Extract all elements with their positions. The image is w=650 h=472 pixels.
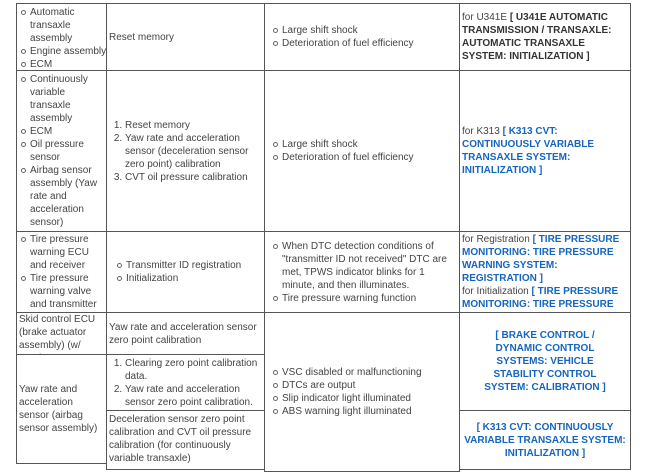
- row2-effects: Large shift shock Deterioration of fuel …: [264, 70, 460, 232]
- row1-reference: for U341E [ U341E AUTOMATIC TRANSMISSION…: [459, 3, 631, 71]
- effect-item: DTCs are output: [271, 379, 422, 392]
- procedure-text: Reset memory: [109, 31, 175, 43]
- effect-item: When DTC detection conditions of "transm…: [271, 240, 457, 292]
- row4-component-skid-ecu: Skid control ECU (brake actuator assembl…: [16, 312, 107, 355]
- component-item: Tire pressure warning ECU and receiver: [19, 233, 104, 272]
- effect-item: VSC disabled or malfunctioning: [271, 366, 422, 379]
- row4-effects: VSC disabled or malfunctioning DTCs are …: [264, 312, 460, 472]
- row4-procedure-a: Yaw rate and acceleration sensor zero po…: [106, 312, 265, 355]
- row3-components: Tire pressure warning ECU and receiver T…: [16, 231, 107, 313]
- ref-prefix: for U341E: [462, 12, 508, 23]
- ref-link-cvt-initialization[interactable]: [ K313 CVT: CONTINUOUSLY VARIABLE TRANSA…: [464, 421, 626, 459]
- row4-procedure-c: Deceleration sensor zero point calibrati…: [106, 410, 265, 470]
- effect-item: Large shift shock: [271, 138, 414, 151]
- effect-item: Tire pressure warning function: [271, 292, 457, 305]
- row2-procedure: Reset memory Yaw rate and acceleration s…: [106, 70, 265, 232]
- ref-link[interactable]: [ K313 CVT: CONTINUOUSLY VARIABLE TRANSA…: [462, 126, 595, 176]
- row3-procedures: Transmitter ID registration Initializati…: [106, 231, 265, 313]
- component-item: Continuously variable transaxle assembly: [19, 73, 104, 125]
- effect-item: Large shift shock: [271, 24, 414, 37]
- row4-reference-a: [ BRAKE CONTROL / DYNAMIC CONTROL SYSTEM…: [459, 312, 631, 411]
- procedure-text: Deceleration sensor zero point calibrati…: [109, 414, 252, 464]
- ref-link[interactable]: [ U341E AUTOMATIC TRANSMISSION / TRANSAX…: [462, 12, 612, 62]
- ref-prefix: for Registration: [462, 234, 530, 245]
- component-item: Automatic transaxle assembly: [19, 6, 106, 45]
- component-item: ECM: [19, 125, 104, 138]
- row2-reference: for K313 [ K313 CVT: CONTINUOUSLY VARIAB…: [459, 70, 631, 232]
- effect-item: Deterioration of fuel efficiency: [271, 37, 414, 50]
- ref-prefix: for Initialization: [462, 286, 529, 297]
- row1-effects: Large shift shock Deterioration of fuel …: [264, 3, 460, 71]
- component-item: Engine assembly: [19, 45, 106, 58]
- procedure-step: Clearing zero point calibration data.: [125, 357, 262, 383]
- row2-components: Continuously variable transaxle assembly…: [16, 70, 107, 232]
- procedure-step: Reset memory: [125, 119, 262, 132]
- ref-link-registration[interactable]: [ TIRE PRESSURE MONITORING: TIRE PRESSUR…: [462, 234, 620, 284]
- component-item: ECM: [19, 58, 106, 70]
- effect-item: Deterioration of fuel efficiency: [271, 151, 414, 164]
- row3-reference: for Registration [ TIRE PRESSURE MONITOR…: [459, 231, 631, 313]
- procedure-item: Transmitter ID registration: [115, 259, 241, 272]
- procedure-step: Yaw rate and acceleration sensor (decele…: [125, 132, 262, 171]
- ref-link-initialization[interactable]: [ TIRE PRESSURE MONITORING: TIRE PRESSUR…: [462, 286, 619, 310]
- ref-link-vsc-calibration[interactable]: [ BRAKE CONTROL / DYNAMIC CONTROL SYSTEM…: [484, 330, 606, 393]
- component-text: Yaw rate and acceleration sensor (airbag…: [19, 384, 98, 434]
- procedure-step: Yaw rate and acceleration sensor zero po…: [125, 383, 262, 409]
- row3-effects: When DTC detection conditions of "transm…: [264, 231, 460, 313]
- procedure-text: Yaw rate and acceleration sensor zero po…: [109, 321, 257, 346]
- row4-reference-b: [ K313 CVT: CONTINUOUSLY VARIABLE TRANSA…: [459, 410, 631, 470]
- component-item: Tire pressure warning valve and transmit…: [19, 272, 104, 311]
- row4-component-yaw-sensor: Yaw rate and acceleration sensor (airbag…: [16, 354, 107, 464]
- row1-procedure: Reset memory: [106, 3, 265, 71]
- row4-procedure-b: Clearing zero point calibration data. Ya…: [106, 354, 265, 411]
- effect-item: ABS warning light illuminated: [271, 405, 422, 418]
- procedure-item: Initialization: [115, 272, 241, 285]
- row1-components: Automatic transaxle assembly Engine asse…: [16, 3, 107, 71]
- component-item: Airbag sensor assembly (Yaw rate and acc…: [19, 164, 104, 229]
- ref-prefix: for K313: [462, 126, 500, 137]
- procedure-step: CVT oil pressure calibration: [125, 171, 262, 184]
- effect-item: Slip indicator light illuminated: [271, 392, 422, 405]
- component-item: Oil pressure sensor: [19, 138, 104, 164]
- component-text: Skid control ECU (brake actuator assembl…: [19, 314, 96, 354]
